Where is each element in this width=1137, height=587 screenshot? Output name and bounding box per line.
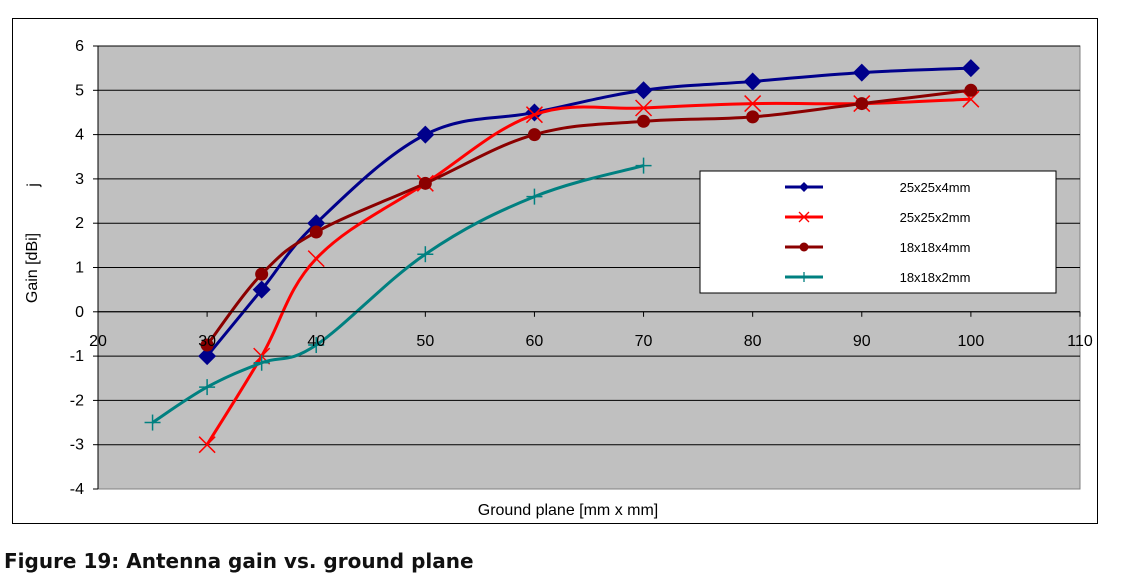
x-tick-label: 80 — [744, 333, 762, 350]
legend-marker — [798, 211, 810, 223]
data-point — [417, 246, 434, 263]
data-point — [744, 95, 762, 113]
data-point — [255, 267, 269, 281]
legend-box — [699, 170, 1057, 294]
data-point — [635, 157, 652, 174]
y-axis-title-extra: j — [25, 183, 42, 188]
data-point — [526, 188, 543, 205]
x-tick-label: 50 — [416, 333, 434, 350]
y-tick-label: 3 — [75, 171, 84, 188]
marker-stroke — [744, 95, 762, 113]
data-point — [525, 106, 543, 124]
x-tick-label: 30 — [198, 333, 216, 350]
x-axis-title: Ground plane [mm x mm] — [478, 502, 659, 519]
legend-label: 25x25x2mm — [900, 210, 971, 225]
data-point — [198, 436, 216, 454]
data-point — [307, 250, 325, 268]
x-tick-label: 90 — [853, 333, 871, 350]
series-18x18x2mm — [144, 157, 652, 431]
data-point — [144, 414, 161, 431]
y-tick-label: 6 — [75, 38, 84, 55]
x-tick-label: 70 — [635, 333, 653, 350]
x-tick-label: 20 — [89, 333, 107, 350]
legend-label: 25x25x4mm — [900, 180, 971, 195]
figure-caption: Figure 19: Antenna gain vs. ground plane — [4, 549, 474, 573]
data-point — [416, 125, 435, 144]
data-point — [309, 225, 323, 239]
marker-stroke — [307, 250, 325, 268]
marker-stroke — [198, 436, 216, 454]
y-tick-label: -1 — [70, 348, 84, 365]
data-point — [743, 72, 762, 91]
y-tick-label: 5 — [75, 82, 84, 99]
x-tick-label: 60 — [526, 333, 544, 350]
y-tick-label: -2 — [70, 392, 84, 409]
data-point — [855, 97, 869, 111]
data-point — [964, 83, 978, 97]
data-point — [746, 110, 760, 124]
y-tick-label: -3 — [70, 437, 84, 454]
legend-label: 18x18x2mm — [900, 270, 971, 285]
series-group — [144, 59, 980, 454]
data-point — [418, 176, 432, 190]
data-point — [252, 280, 271, 299]
y-tick-label: 0 — [75, 304, 84, 321]
marker-stroke — [635, 99, 653, 117]
data-point — [852, 63, 871, 82]
data-point — [200, 338, 214, 352]
series-25x25x4mm — [198, 59, 980, 366]
data-point — [253, 354, 270, 371]
y-tick-label: 2 — [75, 215, 84, 232]
data-point — [635, 99, 653, 117]
data-point — [527, 128, 541, 142]
data-point — [637, 114, 651, 128]
y-axis-title: Gain [dBi] — [24, 233, 41, 303]
y-tick-label: -4 — [70, 481, 84, 498]
series-18x18x4mm — [200, 83, 978, 352]
legend-marker — [799, 182, 809, 192]
data-point — [634, 81, 653, 100]
marker-stroke — [525, 106, 543, 124]
legend: 25x25x4mm 25x25x2mm 18x18x4mm 18x18x2mm — [699, 170, 1057, 294]
y-tick-label: 1 — [75, 260, 84, 277]
legend-marker — [799, 242, 809, 252]
y-tick-label: 4 — [75, 127, 84, 144]
x-tick-label: 110 — [1067, 333, 1093, 350]
data-point — [308, 337, 325, 354]
data-point — [198, 347, 217, 366]
data-point — [199, 379, 216, 396]
axes: -4 -3 -2 -1 0 1 2 3 4 5 6 20 30 40 50 60 70 80 90 100 110 — [70, 38, 1093, 498]
data-point — [961, 59, 980, 78]
legend-label: 18x18x4mm — [900, 240, 971, 255]
x-tick-label: 100 — [958, 333, 985, 350]
x-tick-label: 40 — [307, 333, 325, 350]
